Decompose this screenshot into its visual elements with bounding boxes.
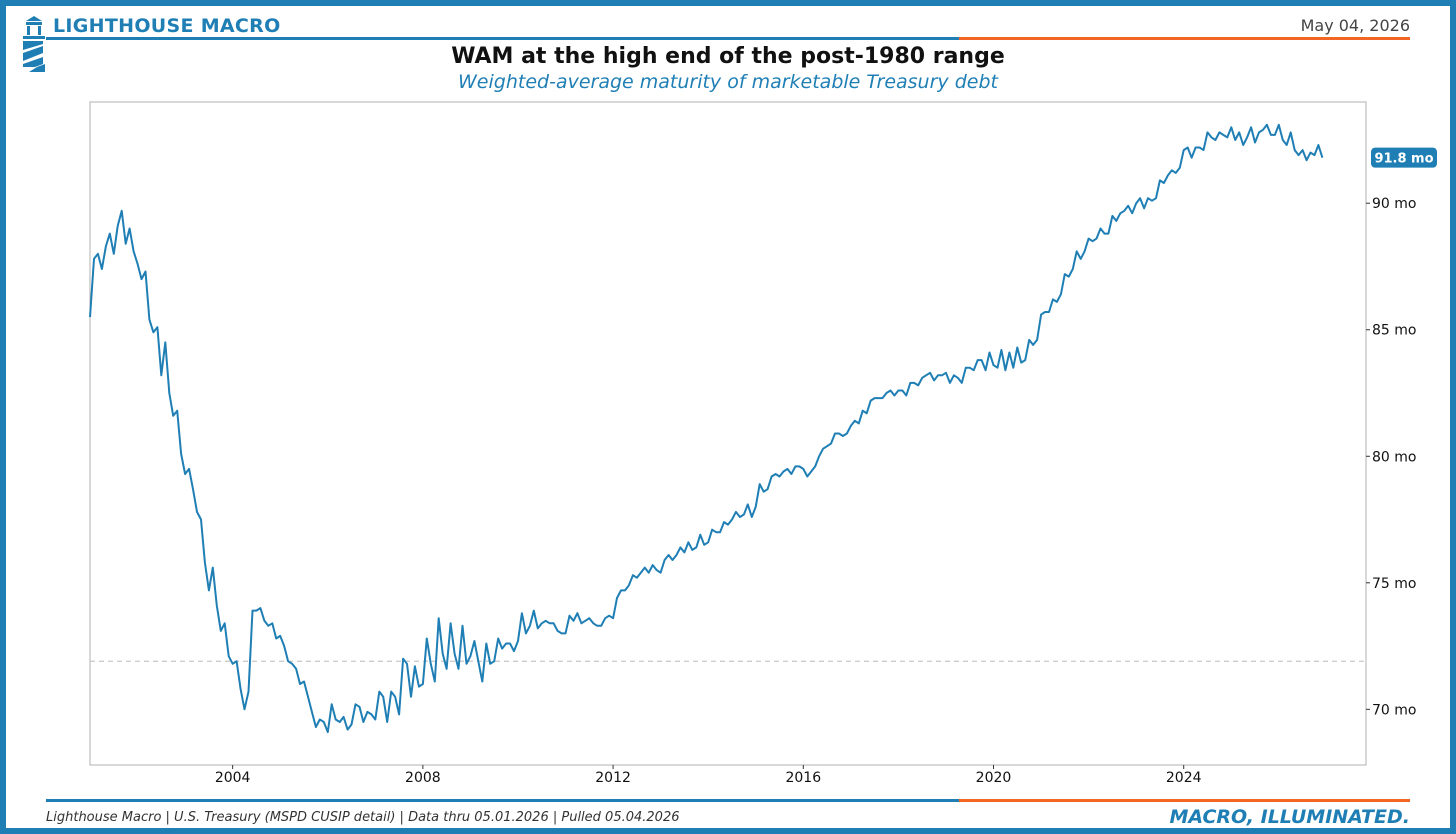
header-rule-blue <box>46 37 959 40</box>
footer-rule-orange <box>959 799 1410 802</box>
last-value-label: 91.8 mo <box>1374 152 1433 167</box>
x-tick-label: 2020 <box>976 770 1012 786</box>
plot-area-border <box>89 101 1367 766</box>
x-tick-label: 2024 <box>1166 770 1202 786</box>
brand-name: LIGHTHOUSE MACRO <box>53 15 281 37</box>
lighthouse-logo-icon <box>23 16 45 72</box>
header-date: May 04, 2026 <box>1300 16 1410 35</box>
chart-subtitle: Weighted-average maturity of marketable … <box>458 71 998 93</box>
header-rule-orange <box>959 37 1410 40</box>
footer-rule-blue <box>46 799 959 802</box>
y-tick-label: 70 mo <box>1372 702 1416 718</box>
y-tick-label: 85 mo <box>1372 323 1416 339</box>
chart-title: WAM at the high end of the post-1980 ran… <box>451 44 1005 69</box>
y-tick-label: 75 mo <box>1372 576 1416 592</box>
source-note: Lighthouse Macro | U.S. Treasury (MSPD C… <box>46 810 680 825</box>
x-tick-label: 2016 <box>785 770 821 786</box>
x-tick-label: 2004 <box>215 770 251 786</box>
x-tick-label: 2008 <box>405 770 441 786</box>
last-value-badge <box>1371 147 1437 168</box>
series-line <box>89 123 1324 734</box>
y-tick-label: 80 mo <box>1372 449 1416 465</box>
tagline: MACRO, ILLUMINATED. <box>1169 806 1410 828</box>
y-tick-label: 90 mo <box>1372 196 1416 212</box>
x-tick-label: 2012 <box>595 770 631 786</box>
